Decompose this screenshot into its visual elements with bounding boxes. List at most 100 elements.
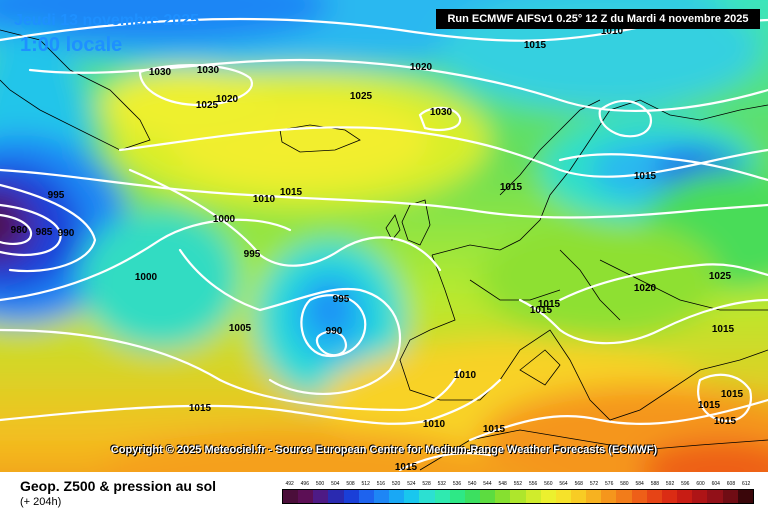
scale-label: 516 <box>376 481 386 487</box>
scale-swatch <box>358 490 374 503</box>
scale-label: 592 <box>665 481 675 487</box>
scale-swatch <box>555 490 571 503</box>
scale-swatch <box>298 490 314 503</box>
map-title: Geop. Z500 & pression au sol <box>20 478 217 494</box>
isobar-label: 1010 <box>454 370 477 381</box>
scale-swatch <box>722 490 738 503</box>
isobar-label: 995 <box>244 249 261 260</box>
isobar-label: 1015 <box>714 416 737 427</box>
scale-swatch <box>419 490 435 503</box>
isobar-label: 1030 <box>149 67 172 78</box>
scale-label: 492 <box>285 481 294 487</box>
scale-label: 604 <box>711 481 720 487</box>
scale-swatch <box>525 490 541 503</box>
scale-swatch <box>570 490 587 503</box>
scale-swatch <box>343 490 359 503</box>
isobar-label: 1010 <box>423 419 446 430</box>
isobar-label: 1000 <box>213 214 236 225</box>
scale-swatch <box>313 490 329 503</box>
scale-swatch <box>389 490 405 503</box>
scale-label: 500 <box>315 481 325 487</box>
scale-label: 600 <box>696 481 705 487</box>
scale-swatch <box>464 490 481 503</box>
isobar-lines <box>0 17 768 472</box>
scale-swatch <box>737 490 753 503</box>
scale-label: 564 <box>559 481 568 487</box>
color-scale: 492 496 500 504 508 512 516 520 524 528 532 536 540 5… <box>282 480 754 504</box>
scale-swatch <box>510 490 526 503</box>
scale-label: 556 <box>528 481 538 487</box>
scale-label: 576 <box>605 481 614 487</box>
isobar-label: 1015 <box>524 40 547 51</box>
color-scale-bar <box>282 489 754 504</box>
isobar-label: 1015 <box>280 187 303 198</box>
isobar-label: 1025 <box>196 100 219 111</box>
scale-swatch <box>601 490 617 503</box>
scale-swatch <box>373 490 390 503</box>
scale-swatch <box>283 490 299 503</box>
isobar-label: 1015 <box>538 299 561 310</box>
copyright-text: Copyright © 2025 Meteociel.fr - Source E… <box>110 444 658 456</box>
scale-label: 548 <box>498 481 507 487</box>
isobar-label: 1015 <box>721 389 744 400</box>
scale-swatch <box>328 490 344 503</box>
scale-swatch <box>661 490 678 503</box>
scale-swatch <box>434 490 450 503</box>
scale-label: 496 <box>300 481 309 487</box>
isobar-label: 1015 <box>698 400 721 411</box>
scale-swatch <box>449 490 465 503</box>
isobar-label: 1015 <box>189 403 212 414</box>
scale-label: 568 <box>574 481 583 487</box>
scale-label: 520 <box>391 481 401 487</box>
scale-swatch <box>495 490 511 503</box>
isobar-label: 1015 <box>530 305 553 316</box>
isobar-label: 1015 <box>483 424 506 435</box>
scale-label: 612 <box>742 481 751 487</box>
scale-label: 508 <box>346 481 355 487</box>
forecast-offset: (+ 204h) <box>20 496 62 508</box>
color-scale-labels: 492 496 500 504 508 512 516 520 524 528 532 536 540 5… <box>282 480 754 489</box>
scale-label: 540 <box>468 481 477 487</box>
scale-label: 552 <box>513 481 523 487</box>
scale-label: 572 <box>589 481 599 487</box>
scale-label: 584 <box>635 481 644 487</box>
isobar-label: 995 <box>333 294 350 305</box>
scale-label: 524 <box>407 481 416 487</box>
scale-label: 544 <box>483 481 492 487</box>
scale-label: 560 <box>544 481 553 487</box>
scale-swatch <box>586 490 602 503</box>
scale-swatch <box>404 490 420 503</box>
isobar-label: 1020 <box>410 62 433 73</box>
scale-label: 580 <box>620 481 629 487</box>
scale-swatch <box>616 490 632 503</box>
isobar-label: 1020 <box>216 94 239 105</box>
isobar-label: 1015 <box>395 462 418 472</box>
isobar-label: 1030 <box>430 107 453 118</box>
scale-swatch <box>646 490 662 503</box>
isobar-label: 980 <box>11 225 28 236</box>
scale-swatch <box>692 490 708 503</box>
isobar-label: 990 <box>326 326 343 337</box>
scale-label: 512 <box>361 481 370 487</box>
isobar-label: 1020 <box>634 283 657 294</box>
scale-label: 532 <box>437 481 446 487</box>
isobar-label: 1015 <box>500 182 523 193</box>
isobar-label: 995 <box>48 190 65 201</box>
isobar-label: 1000 <box>135 272 158 283</box>
isobar-label: 1005 <box>229 323 252 334</box>
run-banner: Run ECMWF AIFSv1 0.25° 12 Z du Mardi 4 n… <box>436 9 760 29</box>
scale-swatch <box>540 490 556 503</box>
isobar-label: 985 <box>36 227 53 238</box>
scale-label: 528 <box>422 481 431 487</box>
isobar-label: 1015 <box>712 324 735 335</box>
scale-swatch <box>631 490 647 503</box>
isobar-label: 1015 <box>634 171 657 182</box>
weather-map: 1015 1010 1030 1030 1020 1025 1020 1025 1030 995 9… <box>0 0 768 472</box>
isobar-label: 1010 <box>253 194 276 205</box>
isobar-label: 1010 <box>601 26 624 37</box>
scale-swatch <box>677 490 693 503</box>
isobar-label: 990 <box>58 228 75 239</box>
isobar-label: 1030 <box>197 65 220 76</box>
